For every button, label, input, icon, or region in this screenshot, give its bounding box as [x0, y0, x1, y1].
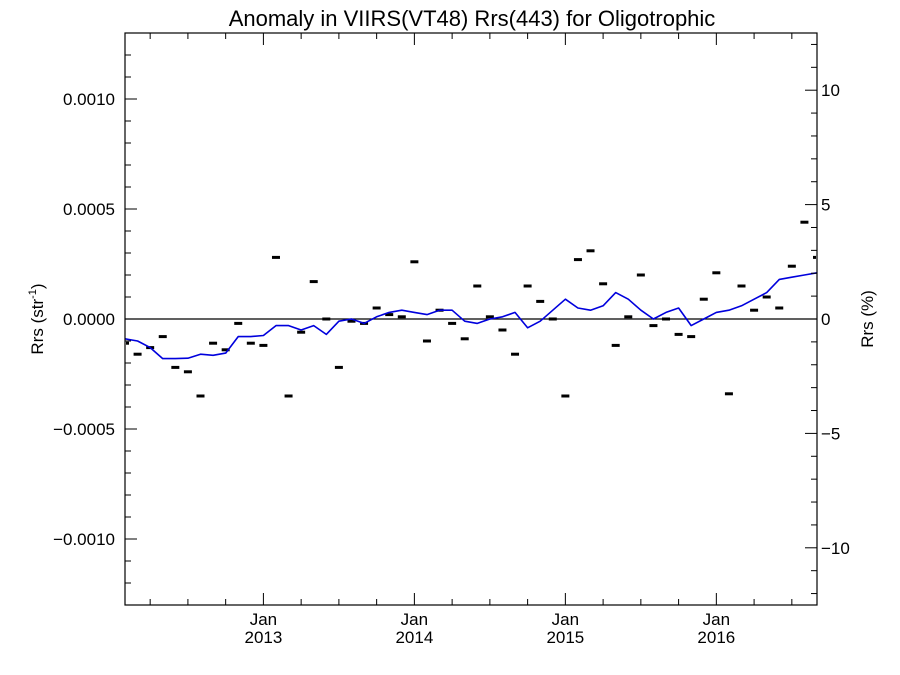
y-left-tick-label: −0.0010 — [53, 530, 115, 549]
x-tick-label-month: Jan — [401, 610, 428, 629]
x-tick-label-year: 2013 — [244, 628, 282, 647]
x-tick-label-year: 2015 — [546, 628, 584, 647]
y-axis-label-left: Rrs (str-1) — [27, 283, 47, 354]
y-left-tick-label: −0.0005 — [53, 420, 115, 439]
y-right-tick-label: 5 — [821, 196, 830, 215]
x-tick-label-year: 2014 — [395, 628, 433, 647]
y-right-tick-label: −10 — [821, 539, 850, 558]
y-axis-label-left-superscript: -1 — [27, 289, 39, 299]
anomaly-trend-line — [124, 272, 818, 360]
y-right-tick-label: 10 — [821, 81, 840, 100]
y-left-tick-label: 0.0005 — [63, 200, 115, 219]
y-right-tick-label: 0 — [821, 310, 830, 329]
y-left-tick-label: 0.0000 — [63, 310, 115, 329]
y-right-tick-label: −5 — [821, 424, 840, 443]
x-tick-label-month: Jan — [703, 610, 730, 629]
y-axis-label-left-close: ) — [28, 283, 47, 289]
plot-area — [124, 220, 818, 398]
y-axis-label-right: Rrs (%) — [858, 290, 877, 348]
y-left-tick-label: 0.0010 — [63, 90, 115, 109]
x-tick-label-year: 2016 — [697, 628, 735, 647]
x-tick-label-month: Jan — [250, 610, 277, 629]
axes: 0.0010 0.0005 0.0000 −0.0005 −0.0010 10 5 0 −5 −1… — [53, 32, 850, 647]
y-axis-label-left-text: Rrs (str — [28, 299, 47, 355]
chart-title: Anomaly in VIIRS(VT48) Rrs(443) for Olig… — [229, 6, 716, 31]
x-tick-label-month: Jan — [552, 610, 579, 629]
